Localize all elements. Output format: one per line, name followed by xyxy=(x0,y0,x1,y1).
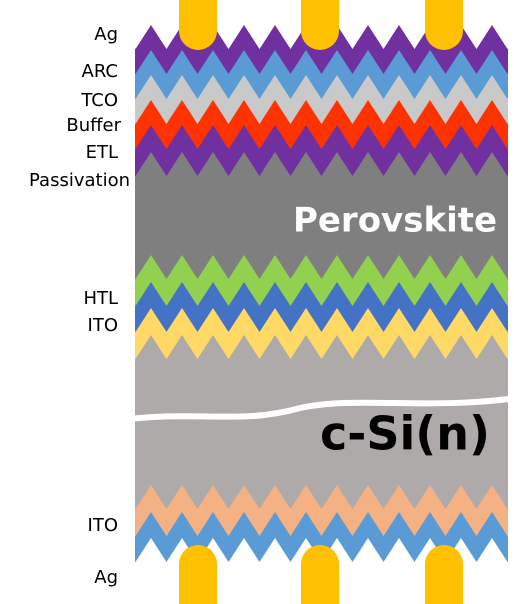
layer-label: HTL xyxy=(83,288,118,309)
ag-finger xyxy=(301,0,339,50)
ag-finger xyxy=(179,545,217,604)
layer-label: TCO xyxy=(80,90,118,111)
ag-finger xyxy=(301,545,339,604)
layer-label: ETL xyxy=(86,142,118,163)
silicon-label: c-Si(n) xyxy=(320,407,490,461)
layer-label: Buffer xyxy=(66,115,121,136)
ag-fingers xyxy=(179,0,463,604)
layer-label: Ag xyxy=(94,567,118,588)
wafer-line xyxy=(135,396,508,422)
layer-stack xyxy=(135,25,508,604)
layer-label: ITO xyxy=(88,315,118,336)
layer-label: ITO xyxy=(88,515,118,536)
ag-finger xyxy=(425,0,463,50)
perovskite-label: Perovskite xyxy=(293,201,497,241)
layer-label: Passivation xyxy=(29,170,130,191)
ag-finger xyxy=(179,0,217,50)
layer-label: ARC xyxy=(82,61,119,82)
ag-finger xyxy=(425,545,463,604)
layer-label: Ag xyxy=(94,24,118,45)
